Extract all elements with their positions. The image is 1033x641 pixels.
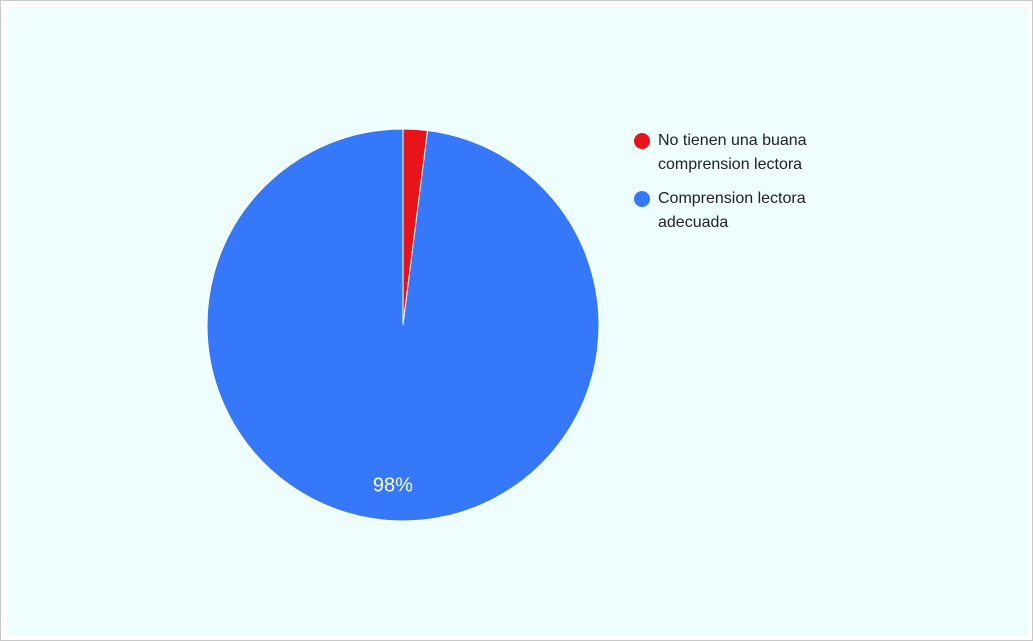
chart-area: 98% No tienen una buana comprension lect…	[7, 7, 1028, 636]
legend-item-no-comprension: No tienen una buana comprension lectora	[634, 129, 854, 177]
legend-swatch-red	[634, 133, 650, 149]
chart-legend: No tienen una buana comprension lectora …	[634, 129, 854, 245]
legend-label-no-comprension: No tienen una buana comprension lectora	[658, 132, 807, 173]
legend-swatch-blue	[634, 191, 650, 207]
pie-chart: 98%	[206, 128, 600, 522]
legend-label-comprension-adecuada: Comprension lectora adecuada	[658, 190, 806, 231]
legend-item-comprension-adecuada: Comprension lectora adecuada	[634, 187, 854, 235]
pie-data-label: 98%	[373, 474, 413, 496]
pie-slice-1	[206, 128, 600, 522]
